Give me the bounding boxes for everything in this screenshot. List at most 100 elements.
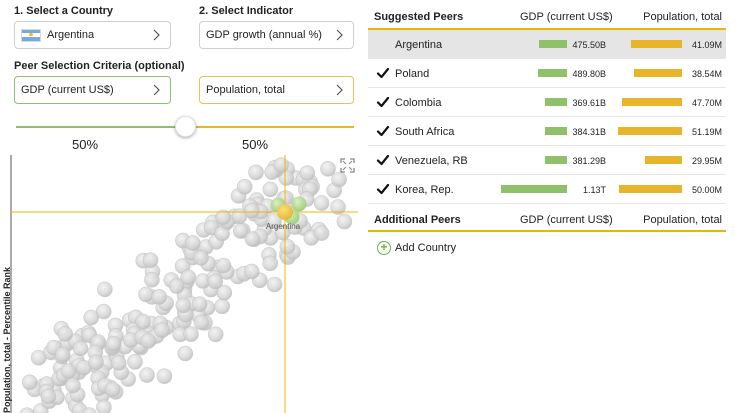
country-point[interactable] <box>232 223 249 239</box>
country-point[interactable] <box>110 355 127 371</box>
peer-row[interactable]: Argentina 475.50B 41.09M <box>368 30 726 59</box>
gdp-value: 369.61B <box>572 98 606 108</box>
suggested-peers-header: Suggested Peers GDP (current US$) Popula… <box>368 0 726 30</box>
country-point[interactable] <box>151 289 167 305</box>
checkmark-icon[interactable] <box>376 66 390 80</box>
country-point[interactable] <box>214 298 230 315</box>
country-point[interactable] <box>156 368 173 384</box>
expand-icon[interactable] <box>340 158 355 173</box>
criterion2-select[interactable]: Population, total <box>199 76 354 104</box>
peer-row[interactable]: South Africa 384.31B 51.19M <box>368 117 726 146</box>
peer-name: Venezuela, RB <box>395 155 468 167</box>
additional-population-column-header: Population, total <box>643 214 722 226</box>
chevron-right-icon <box>333 29 345 41</box>
country-point[interactable] <box>215 257 232 274</box>
country-point[interactable] <box>95 303 112 320</box>
gdp-bar <box>501 185 567 193</box>
weight1-value: 50% <box>71 137 99 152</box>
country-point[interactable] <box>168 278 185 294</box>
country-point[interactable] <box>40 388 57 405</box>
criterion1-select[interactable]: GDP (current US$) <box>14 76 171 104</box>
country-point[interactable] <box>248 164 264 181</box>
slider-track-left[interactable] <box>16 126 186 128</box>
country-point[interactable] <box>144 271 160 288</box>
country-point[interactable] <box>140 333 156 349</box>
country-point[interactable] <box>175 297 192 314</box>
country-point[interactable] <box>60 363 77 379</box>
country-point[interactable] <box>207 326 224 343</box>
country-point[interactable] <box>236 178 253 195</box>
checkmark-icon[interactable] <box>376 153 390 167</box>
country-point[interactable] <box>65 377 81 394</box>
country-point[interactable] <box>154 322 170 338</box>
country-point[interactable] <box>97 281 113 298</box>
gdp-bar <box>538 69 567 77</box>
country-point[interactable] <box>72 340 89 357</box>
additional-peers-title: Additional Peers <box>374 214 461 226</box>
country-point[interactable] <box>244 231 261 247</box>
criterion1-value: GDP (current US$) <box>21 84 114 96</box>
peer-row[interactable]: Venezuela, RB 381.29B 29.95M <box>368 146 726 175</box>
peer-row[interactable]: Korea, Rep. 1.13T 50.00M <box>368 175 726 204</box>
country-point[interactable] <box>191 296 208 312</box>
add-country-label: Add Country <box>395 242 457 254</box>
country-point[interactable] <box>266 276 283 293</box>
population-bar <box>619 185 682 193</box>
country-point[interactable] <box>138 286 154 303</box>
country-point[interactable] <box>180 269 197 286</box>
country-point[interactable] <box>262 181 279 198</box>
add-country-button[interactable]: + Add Country <box>368 232 726 262</box>
country-point[interactable] <box>19 407 35 413</box>
country-point[interactable] <box>216 284 233 301</box>
country-point[interactable] <box>127 354 143 370</box>
scatter-plot[interactable]: Argentina <box>10 155 358 413</box>
indicator-select[interactable]: GDP growth (annual %) <box>199 21 354 49</box>
peer-row[interactable]: Poland 489.80B 38.54M <box>368 59 726 88</box>
country-point[interactable] <box>21 374 38 391</box>
country-point[interactable] <box>177 345 194 362</box>
country-point[interactable] <box>88 354 104 371</box>
country-point[interactable] <box>215 209 231 226</box>
checkmark-icon[interactable] <box>376 182 390 196</box>
country-select[interactable]: Argentina <box>14 21 171 49</box>
country-point[interactable] <box>330 199 346 215</box>
selected-country-point[interactable] <box>277 204 293 220</box>
country-point[interactable] <box>83 309 99 326</box>
country-point[interactable] <box>193 250 209 266</box>
country-point[interactable] <box>313 225 330 241</box>
country-point[interactable] <box>266 213 282 229</box>
country-point[interactable] <box>313 195 330 211</box>
country-point[interactable] <box>299 165 316 181</box>
country-point[interactable] <box>336 213 353 230</box>
country-point[interactable] <box>243 263 260 280</box>
slider-track-right[interactable] <box>186 126 354 128</box>
country-point[interactable] <box>81 407 97 413</box>
country-point[interactable] <box>244 202 260 219</box>
peer-scatter-chart[interactable]: Argentina <box>10 155 358 413</box>
country-point[interactable] <box>273 157 290 173</box>
chart-y-axis-label: Population, total - Percentile Rank <box>2 266 12 413</box>
country-point[interactable] <box>142 252 159 268</box>
country-point[interactable] <box>183 326 199 342</box>
country-point[interactable] <box>105 335 122 352</box>
peer-name: Colombia <box>395 97 442 109</box>
weight-slider-thumb[interactable] <box>175 116 196 137</box>
checkmark-icon[interactable] <box>376 124 390 138</box>
gdp-value: 381.29B <box>572 156 606 166</box>
country-point[interactable] <box>139 367 155 383</box>
country-point[interactable] <box>185 235 201 251</box>
country-point[interactable] <box>262 255 279 272</box>
country-point[interactable] <box>57 326 74 342</box>
country-point[interactable] <box>193 314 210 331</box>
country-point[interactable] <box>104 381 121 398</box>
country-point[interactable] <box>135 313 151 330</box>
peer-row[interactable]: Colombia 369.61B 47.70M <box>368 88 726 117</box>
country-point[interactable] <box>279 238 296 255</box>
peer-point[interactable] <box>291 196 307 212</box>
country-point[interactable] <box>207 273 224 290</box>
checkmark-icon[interactable] <box>376 95 390 109</box>
country-point[interactable] <box>320 161 336 177</box>
country-point[interactable] <box>331 171 347 188</box>
country-point[interactable] <box>54 346 71 363</box>
country-point[interactable] <box>96 399 112 413</box>
